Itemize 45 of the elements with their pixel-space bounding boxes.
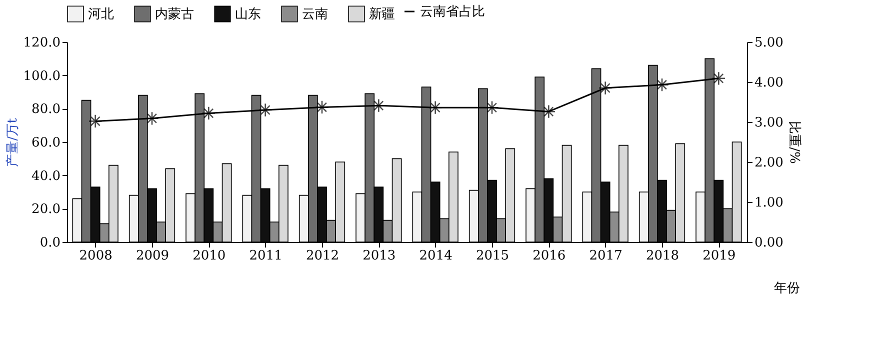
legend-label: 河北 — [88, 6, 114, 22]
point — [655, 78, 669, 92]
point — [145, 111, 159, 126]
legend-label: 山东 — [235, 6, 261, 22]
y2-tick-label: 4.00 — [754, 76, 784, 90]
y2-tick-label: 5.00 — [754, 36, 784, 50]
y-tick-label: 120.0 — [23, 36, 60, 50]
y-tick-label: 60.0 — [32, 136, 60, 150]
legend-label: 内蒙古 — [155, 6, 194, 22]
point — [258, 103, 272, 117]
x-tick-label: 2009 — [136, 248, 170, 264]
x-tick-label: 2018 — [646, 248, 680, 264]
x-tick-label: 2016 — [532, 248, 566, 264]
x-tick-label: 2014 — [419, 248, 452, 264]
legend-label: 新疆 — [369, 6, 395, 22]
y-tick-label: 20.0 — [32, 202, 60, 218]
y2-tick-label: 0.00 — [754, 236, 784, 250]
x-tick-label: 2019 — [702, 248, 736, 264]
x-tick-label: 2010 — [192, 248, 226, 264]
y-tick-label: 80.0 — [32, 102, 60, 118]
y2-tick-label: 3.00 — [754, 116, 784, 130]
y-axis-title: 产量/万t — [5, 117, 20, 167]
point — [315, 100, 329, 114]
x-tick-label: 2013 — [362, 248, 396, 264]
x-tick-label: 2015 — [476, 248, 510, 264]
legend-label: 云南 — [302, 6, 328, 22]
x-tick-label: 2012 — [306, 248, 340, 264]
point — [542, 104, 556, 119]
y-tick-label: 0.0 — [40, 236, 60, 250]
x-tick-label: 2008 — [79, 248, 112, 264]
y-tick-label: 100.0 — [23, 68, 60, 84]
y2-tick-label: 2.00 — [754, 156, 784, 170]
point — [598, 81, 612, 95]
y2-tick-label: 1.00 — [754, 196, 784, 210]
x-tick-label: 2011 — [249, 248, 282, 264]
x-tick-label: 2017 — [589, 248, 622, 264]
y-tick-label: 40.0 — [32, 168, 60, 184]
point — [88, 114, 102, 128]
legend-label: 云南省占比 — [420, 4, 485, 20]
point — [202, 106, 216, 120]
point — [428, 100, 442, 115]
x-axis-title: 年份 — [774, 281, 800, 296]
point — [712, 71, 726, 86]
point — [485, 100, 499, 115]
y2-axis-title: 比重/% — [786, 121, 802, 164]
